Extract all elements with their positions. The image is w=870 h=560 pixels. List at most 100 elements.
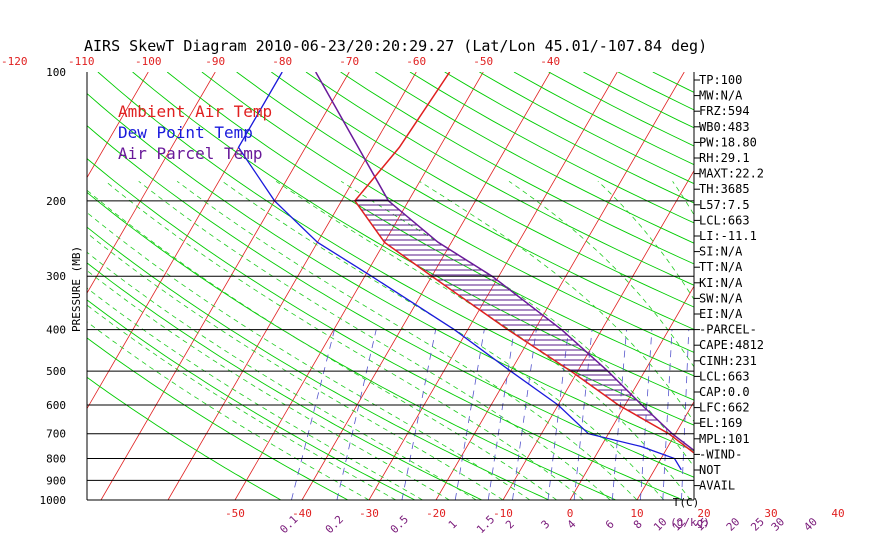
bottom-temp-tick-label: 20: [697, 507, 710, 520]
moist-adiabat-line: [87, 304, 396, 500]
dry-adiabat-line: [513, 72, 694, 166]
top-temp-tick-label: -80: [272, 55, 292, 68]
mixing-ratio-line: [512, 329, 537, 500]
side-panel-item: LI:-11.1: [699, 229, 757, 243]
top-temp-tick-label: -110: [68, 55, 95, 68]
pressure-tick-label: 700: [46, 428, 66, 441]
side-panel-item: -WIND-: [699, 447, 742, 461]
side-panel-item: LCL:663: [699, 213, 750, 227]
bottom-temp-tick-label: 30: [764, 507, 777, 520]
side-panel-item: L57:7.5: [699, 198, 750, 212]
moist-adiabat-line: [87, 287, 423, 500]
side-panel-item: RH:29.1: [699, 151, 750, 165]
isotherm-line: [301, 72, 551, 500]
pressure-tick-label: 200: [46, 195, 66, 208]
bottom-temp-tick-label: 10: [630, 507, 643, 520]
top-temp-tick-label: -60: [406, 55, 426, 68]
moist-adiabat-line: [87, 189, 557, 500]
isotherm-line: [0, 72, 14, 500]
side-panel-item: PW:18.80: [699, 135, 757, 149]
bottom-temp-tick-label: -30: [359, 507, 379, 520]
mixing-ratio-line: [662, 329, 673, 500]
bottom-temp-tick-label: -50: [225, 507, 245, 520]
air-parcel-curve: [315, 72, 694, 452]
mixing-ratio-tick-label: 10: [651, 515, 670, 534]
moist-adiabat-line: [87, 212, 531, 500]
side-panel-item: EL:169: [699, 416, 742, 430]
moist-adiabat-line: [340, 180, 694, 468]
pressure-tick-label: 800: [46, 453, 66, 466]
isotherm-line: [368, 72, 618, 500]
side-panel-item: SW:N/A: [699, 291, 743, 305]
bottom-temp-tick-label: -20: [426, 507, 446, 520]
moist-adiabat-line: [222, 180, 665, 500]
mixing-ratio-tick-label: 0.5: [388, 513, 411, 536]
pressure-tick-label: 100: [46, 66, 66, 79]
pressure-tick-label: 1000: [40, 494, 67, 507]
side-panel-item: NOT: [699, 463, 721, 477]
dry-adiabat-line: [97, 72, 694, 426]
x-axis-unit-label: T(C): [673, 496, 700, 509]
pressure-tick-label: 300: [46, 270, 66, 283]
moist-adiabat-line: [105, 180, 584, 500]
side-panel-item: AVAIL: [699, 479, 735, 493]
sounding-curves: [237, 72, 694, 471]
mixing-ratio-tick-label: 40: [801, 515, 820, 534]
mixing-ratio-line: [806, 330, 813, 500]
side-panel-item: CINH:231: [699, 354, 757, 368]
isotherm-line: [569, 285, 694, 500]
dry-adiabat-line: [87, 191, 617, 500]
mixing-ratio-line: [454, 329, 485, 500]
side-panel-item: TP:100: [699, 73, 742, 87]
side-panel-item: MPL:101: [699, 432, 750, 446]
bottom-temp-tick-label: 0: [567, 507, 574, 520]
dry-adiabat-line: [87, 299, 416, 500]
dry-adiabat-line: [409, 72, 694, 224]
top-temp-tick-label: -50: [473, 55, 493, 68]
side-panel-item: EI:N/A: [699, 307, 743, 321]
pressure-tick-label: 400: [46, 324, 66, 337]
background-grid: [0, 72, 870, 500]
side-panel-item: LFC:662: [699, 401, 750, 415]
top-temp-tick-label: -40: [540, 55, 560, 68]
moist-adiabat-line: [138, 180, 611, 500]
dry-adiabat-line: [271, 72, 694, 308]
dew-point-curve: [237, 72, 682, 471]
ambient-temp-curve: [353, 72, 694, 454]
isotherm-line: [502, 169, 694, 500]
pressure-tick-label: 600: [46, 399, 66, 412]
dry-adiabat-line: [444, 72, 694, 204]
moist-adiabat-line: [87, 232, 504, 500]
moist-adiabat-line: [87, 321, 370, 500]
dry-adiabat-line: [375, 72, 694, 244]
mixing-ratio-line: [291, 329, 335, 500]
isotherm-line: [435, 72, 685, 500]
top-temp-tick-label: -70: [339, 55, 359, 68]
legend-entry: Dew Point Temp: [118, 123, 253, 142]
dry-adiabat-line: [87, 125, 694, 478]
side-panel-item: CAPE:4812: [699, 338, 764, 352]
dry-adiabat-line: [87, 337, 349, 500]
mixing-ratio-line: [573, 329, 593, 500]
dry-adiabat-line: [87, 262, 483, 500]
plot-frame: [86, 72, 695, 501]
legend-entry: Ambient Air Temp: [118, 102, 272, 121]
side-panel-item: SI:N/A: [699, 245, 743, 259]
isotherm-line: [838, 72, 870, 500]
mixing-ratio-line: [681, 329, 690, 500]
mixing-ratio-line: [336, 329, 377, 500]
mixing-ratio-line: [640, 329, 653, 500]
mixing-ratio-unit-label: (g/kg): [670, 516, 710, 529]
side-panel-item: MW:N/A: [699, 89, 743, 103]
side-panel-item: KI:N/A: [699, 276, 743, 290]
side-panel-item: LCL:663: [699, 369, 750, 383]
dry-adiabat-line: [87, 376, 282, 500]
moist-adiabat-line: [87, 251, 477, 500]
mixing-ratio-line: [759, 330, 760, 500]
bottom-temp-tick-label: -40: [292, 507, 312, 520]
isotherm-line: [771, 72, 870, 500]
dry-adiabat-line: [132, 72, 694, 401]
pressure-tick-label: 900: [46, 474, 66, 487]
isotherm-line: [167, 72, 417, 500]
dry-adiabat-line: [166, 72, 694, 377]
